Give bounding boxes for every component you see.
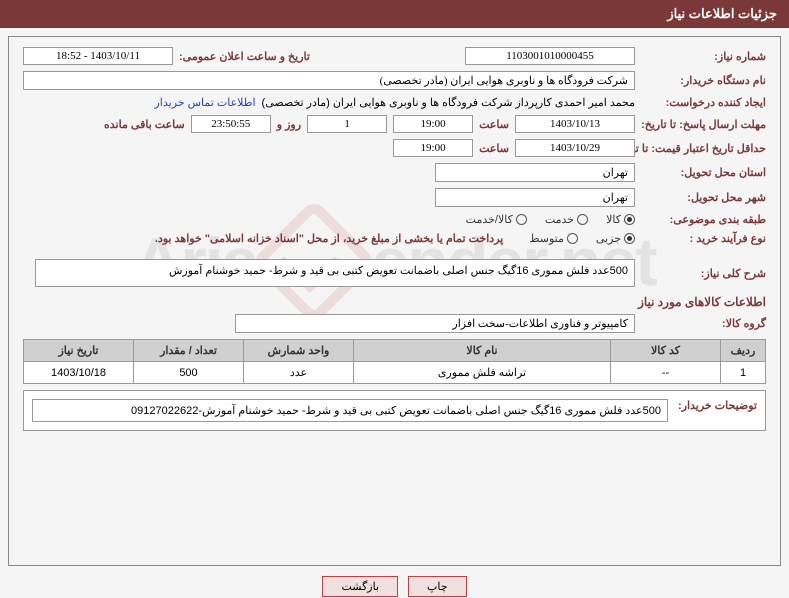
goods-group-label: گروه کالا: bbox=[641, 317, 766, 330]
payment-note: پرداخت تمام یا بخشی از مبلغ خرید، از محل… bbox=[155, 232, 503, 245]
col-name: نام کالا bbox=[354, 340, 611, 362]
remaining-label: ساعت باقی مانده bbox=[104, 118, 185, 131]
process-label: نوع فرآیند خرید : bbox=[641, 232, 766, 245]
category-radio-group: کالا خدمت کالا/خدمت bbox=[466, 213, 635, 226]
buyer-org-label: نام دستگاه خریدار: bbox=[641, 74, 766, 87]
radio-goods-service[interactable]: کالا/خدمت bbox=[466, 213, 527, 226]
cell-code: -- bbox=[611, 362, 721, 384]
action-buttons: چاپ بازگشت bbox=[0, 576, 789, 597]
time-label-1: ساعت bbox=[479, 118, 509, 131]
goods-group-field: کامپیوتر و فناوری اطلاعات-سخت افزار bbox=[235, 314, 635, 333]
days-count: 1 bbox=[307, 115, 387, 133]
announce-value: 1403/10/11 - 18:52 bbox=[23, 47, 173, 65]
summary-field: 500عدد فلش مموری 16گیگ جنس اصلی باضمانت … bbox=[35, 259, 635, 287]
cell-date: 1403/10/18 bbox=[24, 362, 134, 384]
buyer-description-box: توضیحات خریدار: 500عدد فلش مموری 16گیگ ج… bbox=[23, 390, 766, 431]
col-unit: واحد شمارش bbox=[244, 340, 354, 362]
cell-qty: 500 bbox=[134, 362, 244, 384]
goods-section-title: اطلاعات کالاهای مورد نیاز bbox=[23, 295, 766, 309]
page-header: جزئیات اطلاعات نیاز bbox=[0, 0, 789, 28]
buyer-org-field: شرکت فرودگاه ها و ناوبری هوایی ایران (ما… bbox=[23, 71, 635, 90]
announce-label: تاریخ و ساعت اعلان عمومی: bbox=[179, 50, 310, 63]
col-code: کد کالا bbox=[611, 340, 721, 362]
print-button[interactable]: چاپ bbox=[408, 576, 467, 597]
time-label-2: ساعت bbox=[479, 142, 509, 155]
province-label: استان محل تحویل: bbox=[641, 166, 766, 179]
main-panel: Ariaender.net شماره نیاز: 11030010100004… bbox=[8, 36, 781, 566]
cell-name: تراشه فلش مموری bbox=[354, 362, 611, 384]
desc-label: توضیحات خریدار: bbox=[678, 399, 757, 422]
cell-row: 1 bbox=[721, 362, 766, 384]
col-qty: تعداد / مقدار bbox=[134, 340, 244, 362]
need-no-field: 1103001010000455 bbox=[465, 47, 635, 65]
page-title: جزئیات اطلاعات نیاز bbox=[667, 6, 777, 21]
process-radio-group: جزیی متوسط bbox=[529, 232, 635, 245]
deadline-date: 1403/10/13 bbox=[515, 115, 635, 133]
requester-value: محمد امیر احمدی کارپرداز شرکت فرودگاه ها… bbox=[262, 96, 635, 109]
need-no-label: شماره نیاز: bbox=[641, 50, 766, 63]
category-label: طبقه بندی موضوعی: bbox=[641, 213, 766, 226]
city-field: تهران bbox=[435, 188, 635, 207]
countdown: 23:50:55 bbox=[191, 115, 271, 133]
cell-unit: عدد bbox=[244, 362, 354, 384]
validity-time: 19:00 bbox=[393, 139, 473, 157]
buyer-contact-link[interactable]: اطلاعات تماس خریدار bbox=[155, 96, 256, 109]
summary-label: شرح کلی نیاز: bbox=[641, 267, 766, 280]
city-label: شهر محل تحویل: bbox=[641, 191, 766, 204]
validity-date: 1403/10/29 bbox=[515, 139, 635, 157]
col-row: ردیف bbox=[721, 340, 766, 362]
goods-table: ردیف کد کالا نام کالا واحد شمارش تعداد /… bbox=[23, 339, 766, 384]
radio-small[interactable]: جزیی bbox=[596, 232, 635, 245]
deadline-time: 19:00 bbox=[393, 115, 473, 133]
desc-content: 500عدد فلش مموری 16گیگ جنس اصلی باضمانت … bbox=[32, 399, 668, 422]
requester-label: ایجاد کننده درخواست: bbox=[641, 96, 766, 109]
radio-service[interactable]: خدمت bbox=[545, 213, 588, 226]
radio-goods[interactable]: کالا bbox=[606, 213, 635, 226]
radio-medium[interactable]: متوسط bbox=[529, 232, 578, 245]
table-row[interactable]: 1 -- تراشه فلش مموری عدد 500 1403/10/18 bbox=[24, 362, 766, 384]
back-button[interactable]: بازگشت bbox=[322, 576, 398, 597]
validity-label: حداقل تاریخ اعتبار قیمت: تا تاریخ: bbox=[641, 142, 766, 155]
province-field: تهران bbox=[435, 163, 635, 182]
days-and-label: روز و bbox=[277, 118, 301, 131]
deadline-label: مهلت ارسال پاسخ: تا تاریخ: bbox=[641, 118, 766, 131]
col-date: تاریخ نیاز bbox=[24, 340, 134, 362]
